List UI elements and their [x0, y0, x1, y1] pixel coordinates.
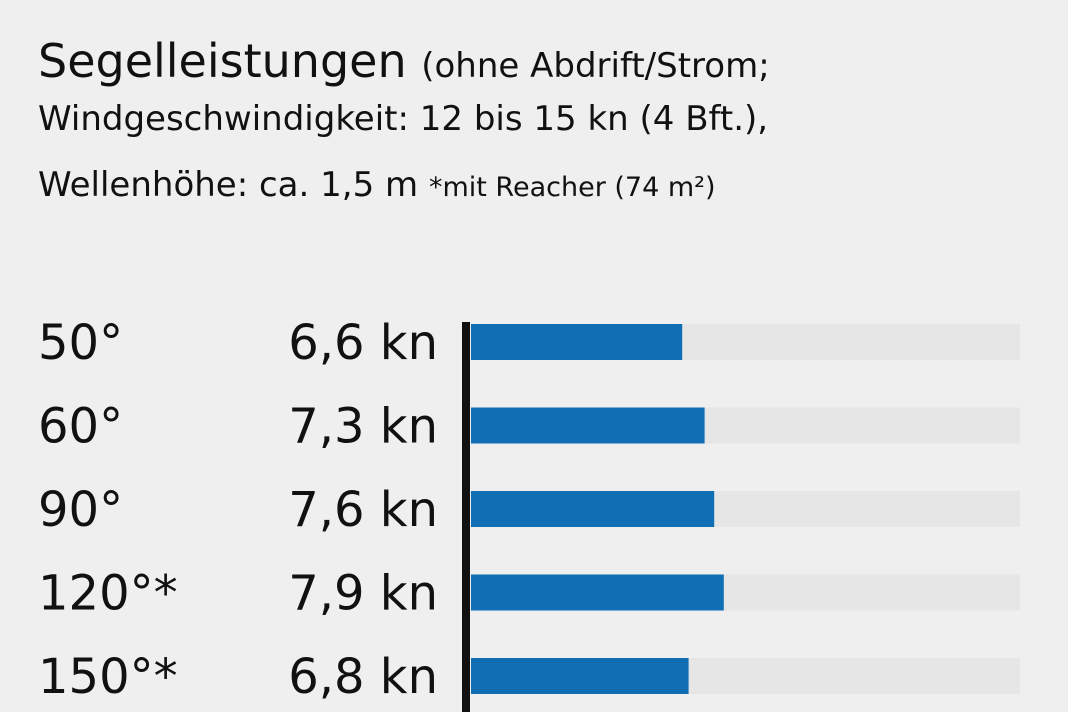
value-label: 6,8 kn [288, 649, 438, 705]
bar-3 [471, 491, 715, 527]
category-label: 90° [38, 482, 123, 538]
axis-line [462, 322, 470, 712]
category-label: 120°* [38, 566, 178, 622]
category-label: 60° [38, 399, 123, 455]
title-wave-height: Wellenhöhe: ca. 1,5 m [38, 165, 419, 205]
value-label: 7,6 kn [288, 482, 438, 538]
bar-4 [471, 574, 724, 611]
chart-title: Segelleistungen (ohne Abdrift/Strom; Win… [38, 38, 1048, 228]
bar-1 [471, 324, 683, 360]
title-line-3: Wellenhöhe: ca. 1,5 m *mit Reacher (74 m… [38, 168, 1048, 228]
title-wind-speed: Windgeschwindigkeit: 12 bis 15 kn (4 Bft… [38, 99, 769, 139]
category-label: 50° [38, 315, 123, 371]
value-label: 7,9 kn [288, 566, 438, 622]
title-reacher-note: *mit Reacher (74 m²) [428, 172, 716, 203]
bar-2 [471, 407, 705, 444]
title-conditions: (ohne Abdrift/Strom; [421, 46, 770, 86]
title-main: Segelleistungen [38, 34, 407, 88]
category-label: 150°* [38, 649, 178, 705]
value-label: 7,3 kn [288, 399, 438, 455]
title-line-1: Segelleistungen (ohne Abdrift/Strom; [38, 38, 1048, 98]
bar-5 [471, 658, 689, 694]
bar-chart: 50° 6,6 kn 60° 7,3 kn 90° 7,6 kn 120°* 7,9 kn 15… [38, 315, 1020, 712]
value-label: 6,6 kn [288, 315, 438, 371]
